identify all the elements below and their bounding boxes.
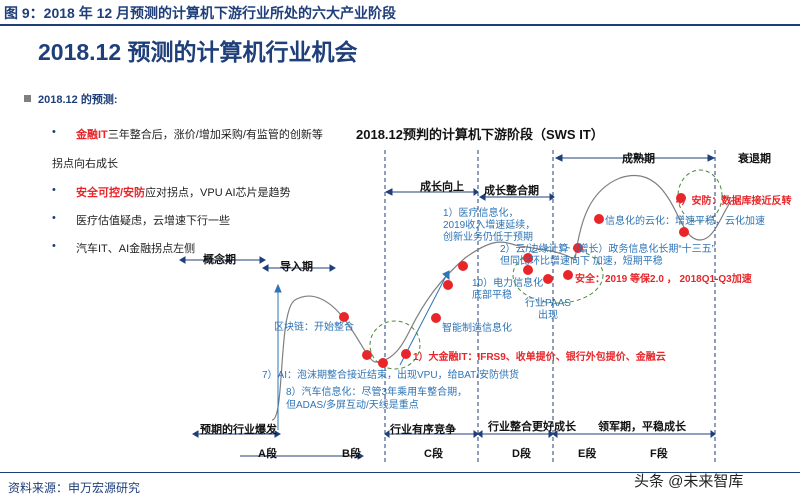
bullet-highlight: 金融IT [76, 129, 108, 141]
label-blockchain: 区块链：开始整合 [274, 322, 354, 333]
point-medical [458, 261, 468, 271]
bottom-stage-consolidation: 行业整合更好成长 [488, 421, 576, 433]
point-paas [543, 274, 553, 284]
bullet-medical: 医疗估值疑虑，云增速下行一些 [76, 212, 230, 228]
bullet-dot-icon: • [52, 240, 56, 252]
bullet-finance: 金融IT三年整合后，涨价/增加采购/有监管的创新等 [76, 126, 323, 142]
point-cloud [523, 253, 533, 263]
segment-a: A段 [258, 448, 277, 460]
label-power-line: 底部平稳 [472, 290, 512, 301]
title-divider [0, 24, 800, 26]
stage-concept: 概念期 [203, 254, 236, 266]
lifecycle-curve [271, 175, 733, 421]
bullet-text: 拐点向右成长 [52, 158, 118, 170]
bullet-text: 汽车IT、AI金融拐点左侧 [76, 243, 196, 255]
point-ai [362, 350, 372, 360]
bullet-finance-cont: 拐点向右成长 [52, 155, 118, 171]
label-paas: 行业PAAS 出现 [525, 298, 571, 322]
label-medical-line: 2019收入增速延续， [443, 220, 536, 231]
stage-growth-consolidation: 成长整合期 [484, 185, 539, 197]
bottom-stage-leader: 领军期，平稳成长 [598, 421, 686, 433]
point-power [443, 280, 453, 290]
label-security: 安全：2019 等保2.0 ， 2018Q1-Q3加速 [575, 274, 752, 285]
forecast-subheading: 2018.12 的预测: [38, 94, 118, 106]
label-medical-line: 1）医疗信息化， [443, 208, 519, 219]
segment-c: C段 [424, 448, 443, 460]
point-defense [676, 193, 686, 203]
label-power: 10）电力信息化 底部平稳 [472, 278, 543, 302]
label-medical: 1）医疗信息化， 2019收入增速延续， 创新业务仍低于预期 [443, 208, 535, 244]
label-auto-line: 8）汽车信息化：尽管3年乘用车整合期， [286, 387, 468, 398]
point-security [563, 270, 573, 280]
segment-e: E段 [578, 448, 597, 460]
watermark: 头条 @未来智库 [634, 473, 744, 490]
bullet-text: 应对拐点，VPU AI芯片是趋势 [145, 187, 291, 199]
stage-dividers [384, 150, 716, 462]
industry-points [339, 193, 689, 368]
label-ai: 7）AI：泡沫期整合接近结束，出现VPU，给BAT/安防供货 [262, 370, 520, 381]
label-auto-line: 但ADAS/多屏互动/天线是重点 [286, 400, 419, 411]
point-info-cloud [594, 214, 604, 224]
bullet-text: 医疗估值疑虑，云增速下行一些 [76, 215, 230, 227]
chart-title: 2018.12预判的计算机下游阶段（SWS IT） [356, 127, 604, 142]
bullet-dot-icon: • [52, 184, 56, 196]
label-auto: 8）汽车信息化：尽管3年乘用车整合期， 但ADAS/多屏互动/天线是重点 [286, 386, 467, 412]
bullet-highlight: 安全可控/安防 [76, 187, 146, 199]
bottom-stage-orderly-competition: 行业有序竞争 [390, 424, 456, 436]
bullet-dot-icon: • [52, 126, 56, 138]
segment-b: B段 [342, 448, 361, 460]
stage-mature: 成熟期 [622, 153, 655, 165]
label-smart-mfg: 智能制造信息化 [442, 323, 512, 334]
point-gov [573, 243, 583, 253]
label-power-line: 10）电力信息化 [472, 278, 544, 289]
label-paas-line: 出现 [537, 310, 558, 321]
figure-title: 图 9：2018 年 12 月预测的计算机下游行业所处的六大产业阶段 [4, 5, 397, 21]
bullet-security: 安全可控/安防应对拐点，VPU AI芯片是趋势 [76, 184, 291, 200]
point-finance [401, 349, 411, 359]
label-medical-line: 创新业务仍低于预期 [443, 232, 533, 243]
stage-decline: 衰退期 [738, 153, 771, 165]
source-note: 资料来源：申万宏源研究 [8, 481, 141, 495]
bullet-text: 三年整合后，涨价/增加采购/有监管的创新等 [107, 129, 323, 141]
label-defense: 4）安防：数据库接近反转 [676, 196, 792, 207]
segment-f: F段 [650, 448, 668, 460]
label-cloud-edge: 2）云/边缘计算（增长）政务信息化长期“十三五” 但同比环比增速向下 加速，短期… [500, 244, 715, 268]
square-bullet-icon [24, 95, 31, 102]
label-cloud-line: 2）云/边缘计算（增长）政务信息化长期“十三五” [500, 244, 715, 255]
stage-growth-up: 成长向上 [420, 181, 464, 193]
point-cloud-2 [523, 265, 533, 275]
point-auto [378, 358, 388, 368]
stage-arrows [179, 154, 716, 438]
label-info-cloud: 信息化的云化：增速平稳，云化加速 [605, 216, 765, 227]
label-finance: 1）大金融IT：IFRS9、收单提价、银行外包提价、金融云 [413, 352, 666, 363]
inflection-markers [369, 169, 723, 370]
point-blockchain [339, 312, 349, 322]
source-divider [0, 472, 800, 473]
point-cloud-mature [679, 227, 689, 237]
label-cloud-line: 但同比环比增速向下 加速，短期平稳 [500, 256, 663, 267]
stage-introduction: 导入期 [280, 261, 313, 273]
point-smart-mfg [431, 313, 441, 323]
bullet-auto-ai: 汽车IT、AI金融拐点左侧 [76, 240, 195, 256]
label-paas-line: 行业PAAS [525, 298, 571, 309]
segment-d: D段 [512, 448, 531, 460]
bullet-dot-icon: • [52, 212, 56, 224]
page-heading: 2018.12 预测的计算机行业机会 [38, 39, 358, 65]
bottom-stage-expected-boom: 预期的行业爆发 [200, 424, 277, 436]
